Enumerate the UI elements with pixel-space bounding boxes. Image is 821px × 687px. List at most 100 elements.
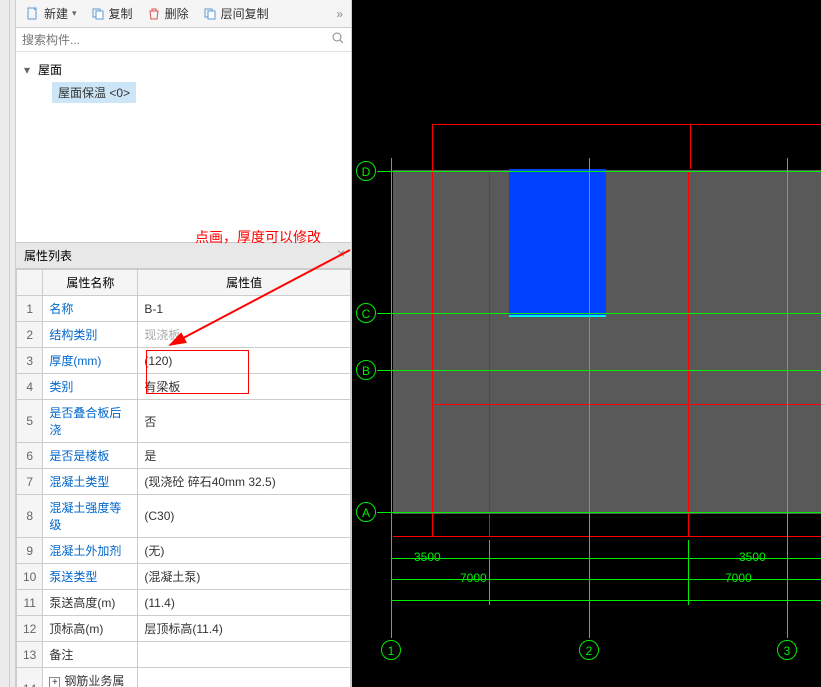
table-row[interactable]: 7混凝土类型(现浇砼 碎石40mm 32.5): [17, 469, 351, 495]
close-icon[interactable]: ×: [337, 245, 345, 261]
prop-value-cell[interactable]: [138, 668, 351, 687]
dim-tick: [589, 550, 590, 605]
dim-tick: [391, 550, 392, 605]
layercopy-label: 层间复制: [221, 5, 269, 22]
tree-child[interactable]: 屋面保温 <0>: [52, 82, 136, 103]
copy-icon: [91, 7, 105, 21]
table-row[interactable]: 2结构类别现浇板: [17, 322, 351, 348]
red-gridline: [690, 124, 691, 169]
prop-name-cell: 混凝土外加剂: [43, 538, 138, 564]
collapse-icon[interactable]: ▾: [24, 63, 34, 77]
dimension-label: 7000: [725, 571, 752, 585]
search-icon[interactable]: [331, 31, 345, 48]
row-number: 6: [17, 443, 43, 469]
delete-button[interactable]: 删除: [141, 2, 195, 25]
prop-name-cell: 结构类别: [43, 322, 138, 348]
expand-icon[interactable]: »: [332, 7, 347, 21]
table-row[interactable]: 12顶标高(m)层顶标高(11.4): [17, 616, 351, 642]
axis-label-col: 1: [381, 640, 401, 660]
axis-line: [377, 313, 821, 314]
row-number: 14: [17, 668, 43, 687]
delete-icon: [147, 7, 161, 21]
dimension-label: 7000: [460, 571, 487, 585]
property-table: 属性名称 属性值 1名称B-12结构类别现浇板3厚度(mm)(120)4类别有梁…: [16, 269, 351, 687]
prop-value-cell[interactable]: B-1: [138, 296, 351, 322]
dimension-label: 3500: [739, 550, 766, 564]
table-row[interactable]: 11泵送高度(m)(11.4): [17, 590, 351, 616]
search-input[interactable]: [22, 33, 331, 47]
prop-value-cell[interactable]: 有梁板: [138, 374, 351, 400]
row-number: 5: [17, 400, 43, 443]
axis-label-row: C: [356, 303, 376, 323]
left-gutter-1: [0, 0, 10, 687]
prop-name-cell: 顶标高(m): [43, 616, 138, 642]
prop-value-cell[interactable]: (混凝土泵): [138, 564, 351, 590]
delete-label: 删除: [165, 5, 189, 22]
red-gridline: [688, 171, 689, 536]
prop-value-cell[interactable]: (现浇砼 碎石40mm 32.5): [138, 469, 351, 495]
prop-value-cell[interactable]: [138, 642, 351, 668]
cyan-edge: [509, 315, 606, 317]
prop-name-cell: 名称: [43, 296, 138, 322]
row-number: 7: [17, 469, 43, 495]
layercopy-button[interactable]: 层间复制: [197, 2, 275, 25]
axis-line: [377, 512, 821, 513]
prop-name-cell: 混凝土类型: [43, 469, 138, 495]
copy-button[interactable]: 复制: [85, 2, 139, 25]
row-number: 9: [17, 538, 43, 564]
cad-viewport[interactable]: DCBA1233500350070007000: [352, 0, 821, 687]
copy-label: 复制: [109, 5, 133, 22]
prop-value-cell[interactable]: 否: [138, 400, 351, 443]
dim-line: [391, 579, 821, 580]
dim-tick: [489, 550, 490, 605]
prop-value-cell[interactable]: (无): [138, 538, 351, 564]
axis-label-row: D: [356, 161, 376, 181]
row-number: 3: [17, 348, 43, 374]
table-row[interactable]: 9混凝土外加剂(无): [17, 538, 351, 564]
floor-slab: [393, 170, 821, 514]
row-number: 4: [17, 374, 43, 400]
header-blank: [17, 270, 43, 296]
prop-value-cell[interactable]: (C30): [138, 495, 351, 538]
component-tree: ▾ 屋面 屋面保温 <0>: [16, 52, 351, 242]
property-panel-title: 属性列表: [24, 249, 72, 263]
tree-parent[interactable]: ▾ 屋面: [24, 61, 343, 78]
prop-name-cell: 备注: [43, 642, 138, 668]
dropdown-icon: ▾: [72, 8, 77, 19]
expand-icon[interactable]: +: [49, 677, 60, 687]
table-row[interactable]: 14+钢筋业务属性: [17, 668, 351, 687]
new-button[interactable]: 新建 ▾: [20, 2, 83, 25]
prop-value-cell[interactable]: 现浇板: [138, 322, 351, 348]
prop-value-cell[interactable]: 是: [138, 443, 351, 469]
dim-line: [391, 600, 821, 601]
axis-label-col: 2: [579, 640, 599, 660]
table-row[interactable]: 5是否叠合板后浇否: [17, 400, 351, 443]
table-row[interactable]: 3厚度(mm)(120): [17, 348, 351, 374]
axis-line: [377, 171, 821, 172]
new-label: 新建: [44, 5, 68, 22]
table-row[interactable]: 13备注: [17, 642, 351, 668]
table-row[interactable]: 8混凝土强度等级(C30): [17, 495, 351, 538]
axis-label-row: A: [356, 502, 376, 522]
prop-name-cell: 泵送高度(m): [43, 590, 138, 616]
prop-name-cell: 混凝土强度等级: [43, 495, 138, 538]
table-row[interactable]: 10泵送类型(混凝土泵): [17, 564, 351, 590]
tree-parent-label: 屋面: [38, 61, 62, 78]
row-number: 2: [17, 322, 43, 348]
prop-value-cell[interactable]: (120): [138, 348, 351, 374]
row-number: 1: [17, 296, 43, 322]
table-row[interactable]: 6是否是楼板是: [17, 443, 351, 469]
row-number: 13: [17, 642, 43, 668]
red-gridline: [489, 171, 490, 536]
axis-label-row: B: [356, 360, 376, 380]
prop-name-cell: 类别: [43, 374, 138, 400]
prop-value-cell[interactable]: (11.4): [138, 590, 351, 616]
table-row[interactable]: 4类别有梁板: [17, 374, 351, 400]
dim-tick: [787, 550, 788, 605]
prop-name-cell: 厚度(mm): [43, 348, 138, 374]
prop-name-cell: 是否叠合板后浇: [43, 400, 138, 443]
table-row[interactable]: 1名称B-1: [17, 296, 351, 322]
axis-label-col: 3: [777, 640, 797, 660]
row-number: 10: [17, 564, 43, 590]
prop-value-cell[interactable]: 层顶标高(11.4): [138, 616, 351, 642]
